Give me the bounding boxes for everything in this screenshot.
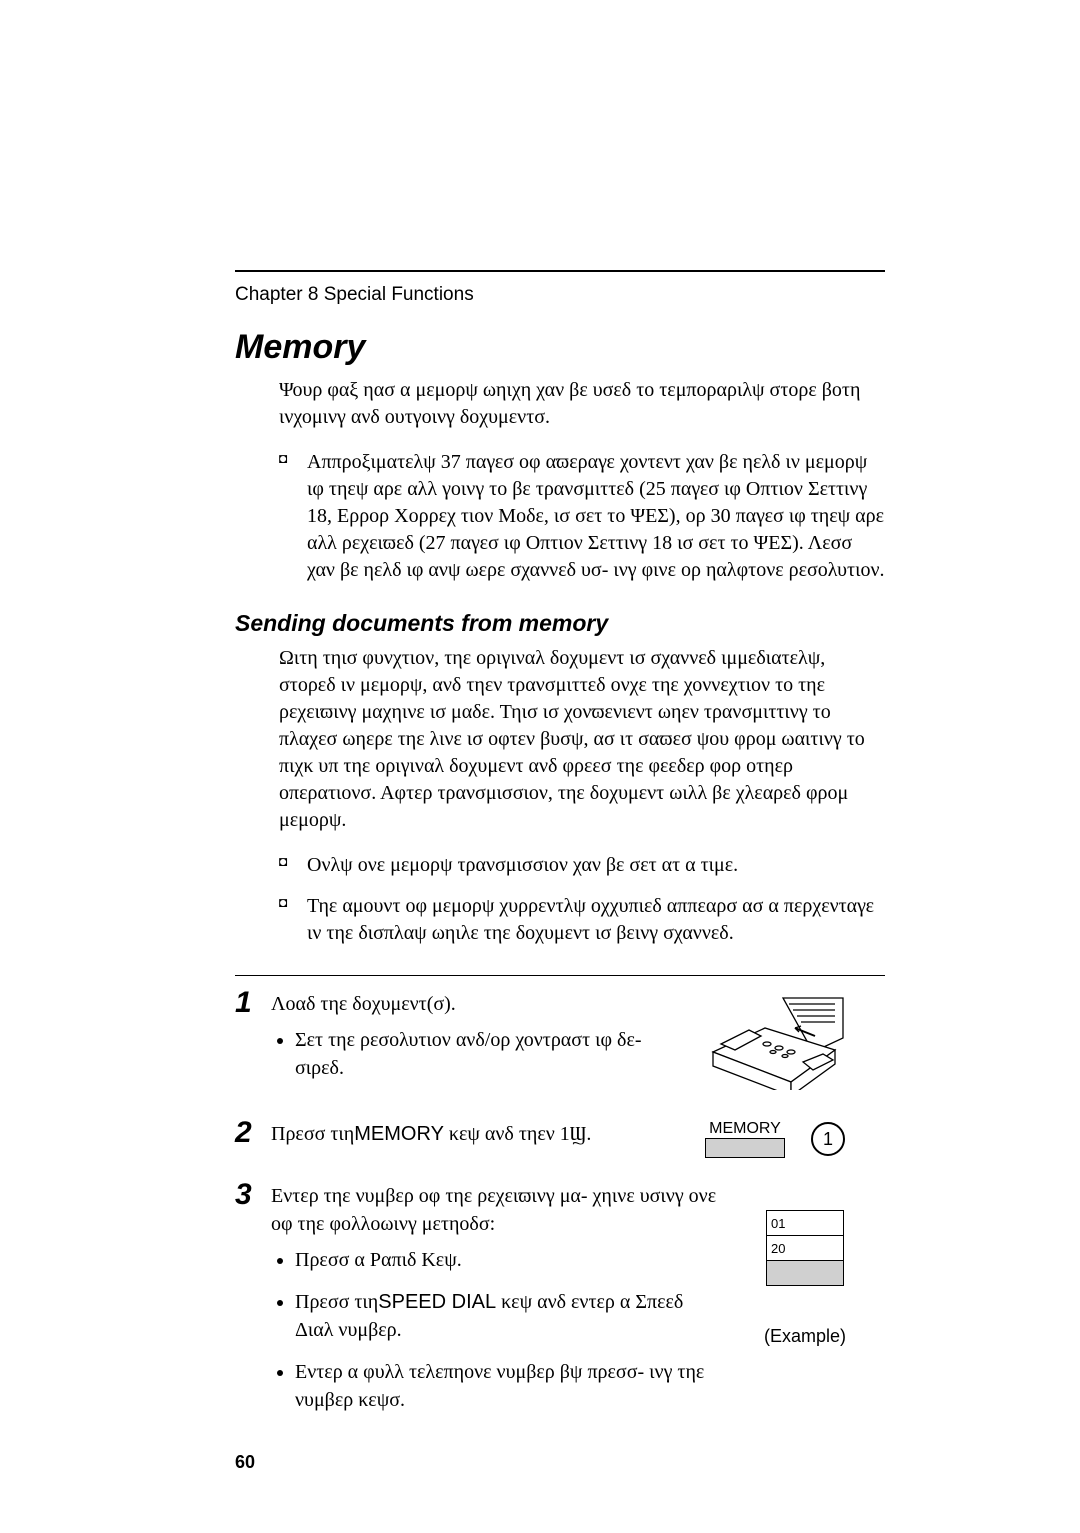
display-cell-grey xyxy=(767,1261,844,1286)
sub-bullet-1: Ονλψ ονε μεμορψ τρανσμισσιον χαν βε σετ … xyxy=(279,852,885,879)
step-3-bullet-2: Πρεσσ τιηSPEED DIAL κεψ ανδ εντερ α Σπεε… xyxy=(295,1288,725,1344)
intro-paragraph: Ψουρ φαξ ηασ α μεμορψ ωηιχη χαν βε υσεδ … xyxy=(279,377,885,431)
page-number: 60 xyxy=(235,1452,885,1473)
memory-key-label: MEMORY xyxy=(354,1123,444,1145)
speed-dial-key-label: SPEED DIAL xyxy=(378,1291,496,1313)
step-2-graphic: MEMORY 1 xyxy=(665,1120,885,1158)
memory-key-graphic: MEMORY 1 xyxy=(705,1120,845,1158)
main-title: Memory xyxy=(235,328,885,367)
step-3-bullets: Πρεσσ α Ραπιδ Κεψ. Πρεσσ τιηSPEED DIAL κ… xyxy=(295,1246,725,1414)
key-1-icon: 1 xyxy=(811,1122,845,1156)
intro-bullet: Αππροξιματελψ 37 παγεσ οφ αϖεραγε χοντεν… xyxy=(279,449,885,584)
step-1-main: Λοαδ τηε δοχυμεντ(σ). xyxy=(271,990,665,1018)
fax-icon xyxy=(695,990,855,1090)
memory-key-icon: MEMORY xyxy=(705,1120,785,1158)
step-2: 2 Πρεσσ τιηMEMORY κεψ ανδ τηεν 1Ϣ. MEMOR… xyxy=(235,1120,885,1158)
step-1-bullet: Σετ τηε ρεσολυτιον ανδ/ορ χοντραστ ιφ δε… xyxy=(295,1026,665,1082)
display-cell-top: 01 xyxy=(767,1211,844,1236)
chapter-header: Chapter 8 Special Functions xyxy=(235,284,885,306)
manual-page: Chapter 8 Special Functions Memory Ψουρ … xyxy=(0,0,1080,1533)
top-rule xyxy=(235,270,885,272)
step-3-bullet-3: Εντερ α φυλλ τελεπηονε νυμβερ βψ πρεσσ- … xyxy=(295,1358,725,1414)
step-3-graphic: 01 20 (Example) xyxy=(725,1182,885,1347)
memory-key-caption: MEMORY xyxy=(709,1120,781,1138)
step-1-body: Λοαδ τηε δοχυμεντ(σ). Σετ τηε ρεσολυτιον… xyxy=(271,990,665,1096)
step-1-bullets: Σετ τηε ρεσολυτιον ανδ/ορ χοντραστ ιφ δε… xyxy=(295,1026,665,1082)
fax-illustration xyxy=(665,990,885,1090)
intro-bullet-list: Αππροξιματελψ 37 παγεσ οφ αϖεραγε χοντεν… xyxy=(279,449,885,584)
sub-paragraph: Ωιτη τηισ φυνχτιον, τηε οριγιναλ δοχυμεν… xyxy=(279,645,885,834)
example-caption: (Example) xyxy=(764,1326,846,1347)
step-3-bullet-1: Πρεσσ α Ραπιδ Κεψ. xyxy=(295,1246,725,1274)
mid-rule xyxy=(235,975,885,976)
step-2-body: Πρεσσ τιηMEMORY κεψ ανδ τηεν 1Ϣ. xyxy=(271,1120,665,1148)
sub-bullet-2: Τηε αμουντ οφ μεμορψ χυρρεντλψ οχχυπιεδ … xyxy=(279,893,885,947)
step-2-text-before: Πρεσσ τιη xyxy=(271,1123,354,1145)
step-1: 1 Λοαδ τηε δοχυμεντ(σ). Σετ τηε ρεσολυτι… xyxy=(235,990,885,1096)
display-stack: 01 20 xyxy=(766,1210,844,1286)
step-number: 2 xyxy=(235,1118,271,1148)
step-2-text-mid: κεψ ανδ τηεν 1Ϣ. xyxy=(444,1123,591,1145)
step-3-b2-before: Πρεσσ τιη xyxy=(295,1291,378,1313)
step-number: 1 xyxy=(235,988,271,1018)
memory-key-bar xyxy=(705,1138,785,1158)
display-cell-mid: 20 xyxy=(767,1236,844,1261)
sub-bullet-list: Ονλψ ονε μεμορψ τρανσμισσιον χαν βε σετ … xyxy=(279,852,885,947)
step-3: 3 Εντερ τηε νυμβερ οφ τηε ρεχειϖινγ μα- … xyxy=(235,1182,885,1428)
sub-title: Sending documents from memory xyxy=(235,610,885,637)
step-number: 3 xyxy=(235,1180,271,1210)
step-3-body: Εντερ τηε νυμβερ οφ τηε ρεχειϖινγ μα- χη… xyxy=(271,1182,725,1428)
step-3-main: Εντερ τηε νυμβερ οφ τηε ρεχειϖινγ μα- χη… xyxy=(271,1182,725,1238)
